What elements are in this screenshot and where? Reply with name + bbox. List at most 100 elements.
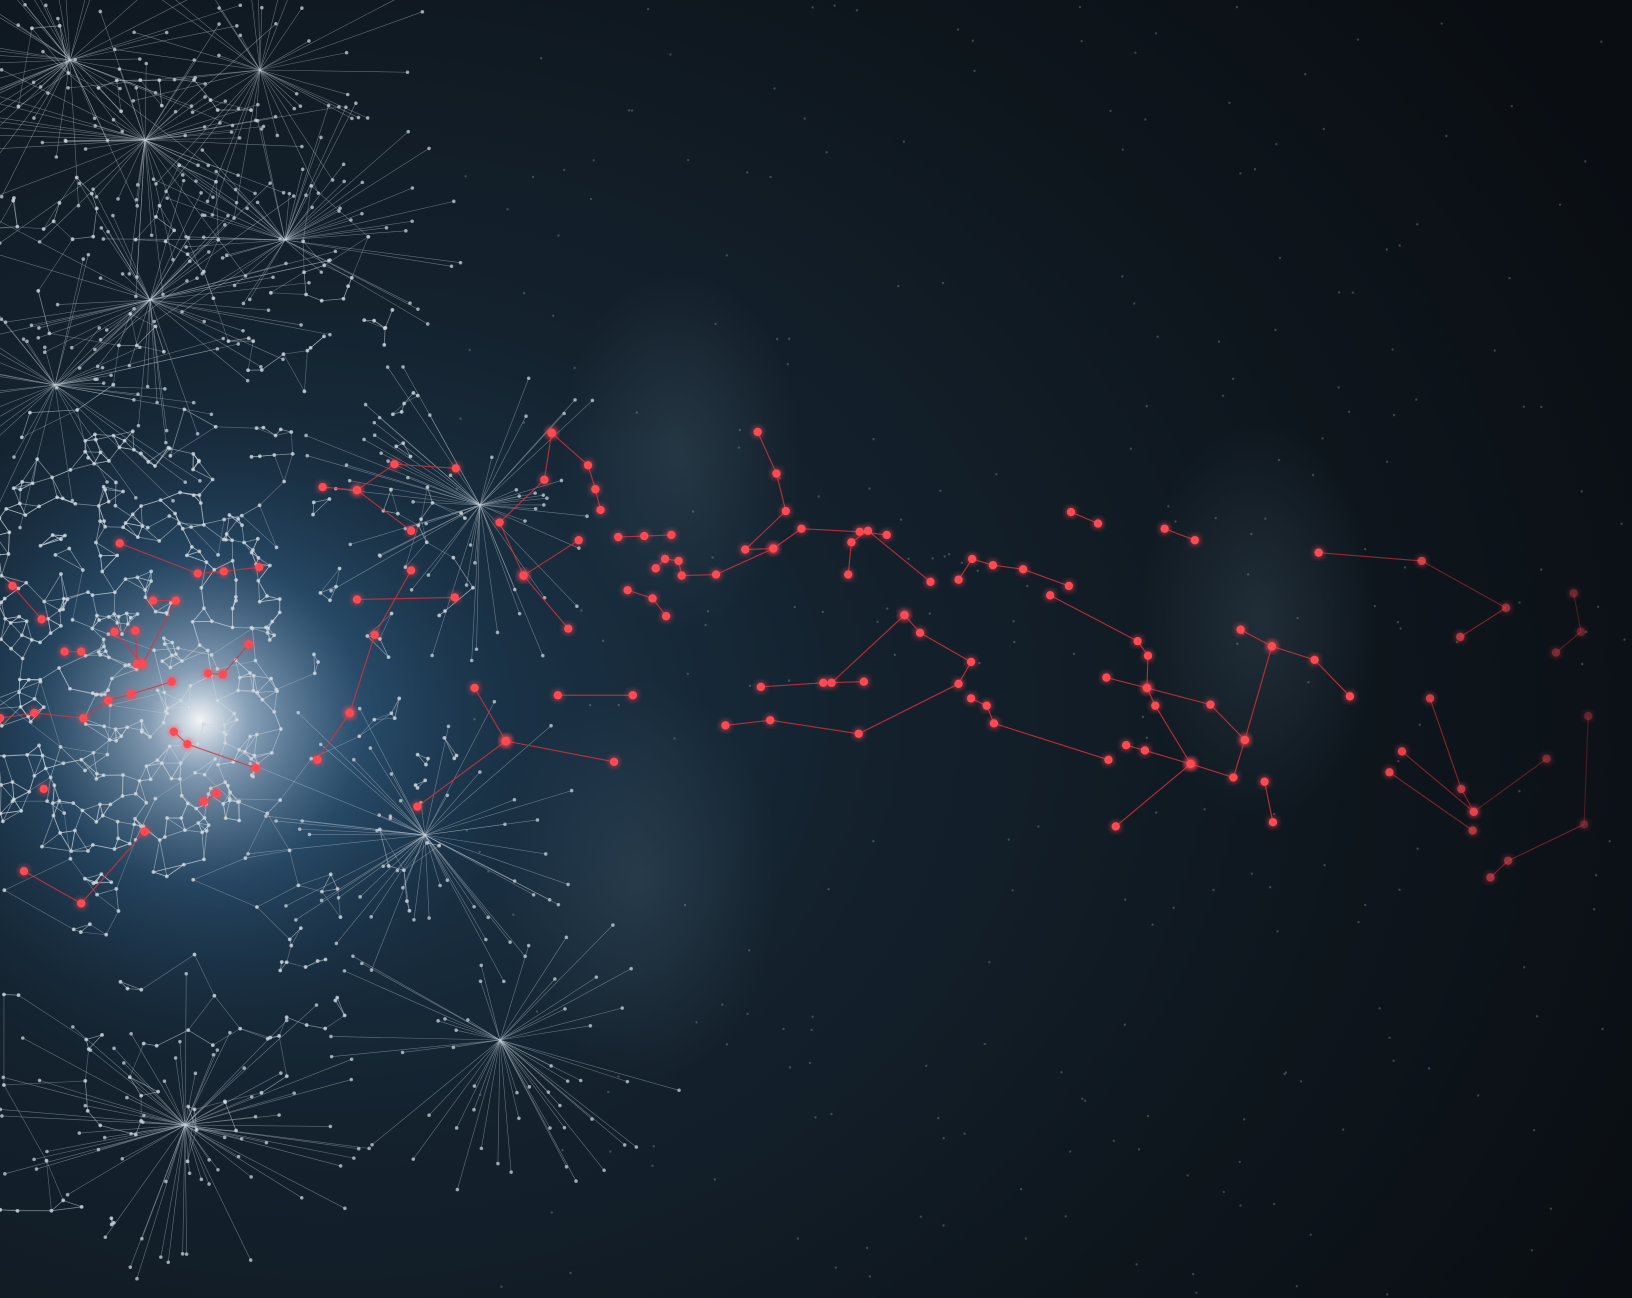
hub-ray xyxy=(380,504,481,557)
hub-ray xyxy=(54,384,108,483)
mesh-line xyxy=(88,1034,103,1050)
star xyxy=(942,1224,945,1227)
hub-node xyxy=(159,1255,163,1259)
mesh-line xyxy=(34,768,47,777)
hub-ray xyxy=(261,128,286,241)
hub-node xyxy=(164,1179,168,1184)
hub-ray xyxy=(144,135,186,141)
hub-node xyxy=(517,1116,521,1121)
mesh-node xyxy=(214,179,218,184)
hub-node xyxy=(329,1054,334,1059)
hub-node xyxy=(558,1103,562,1108)
mesh-node xyxy=(279,960,284,964)
hub-ray xyxy=(480,981,501,1041)
mesh-line xyxy=(198,822,207,832)
star xyxy=(855,9,859,12)
hub-ray xyxy=(259,69,353,119)
star xyxy=(1151,923,1154,926)
mesh-line xyxy=(203,723,224,733)
hub-node xyxy=(349,1057,354,1062)
hub-ray xyxy=(413,834,426,920)
hub-node xyxy=(281,357,285,362)
hub-node xyxy=(229,130,234,134)
hub-ray xyxy=(98,1124,186,1150)
mesh-line xyxy=(444,587,474,612)
mesh-line xyxy=(169,448,194,455)
red-node xyxy=(495,518,504,527)
hub-ray xyxy=(499,924,614,1041)
mesh-node xyxy=(425,485,430,490)
hub-node xyxy=(377,415,382,420)
mesh-node xyxy=(116,909,121,913)
mesh-line xyxy=(13,488,21,504)
red-link xyxy=(356,596,455,601)
mesh-line xyxy=(417,754,427,765)
red-link xyxy=(919,632,972,663)
red-node xyxy=(1468,826,1477,835)
hub-ray xyxy=(284,230,406,241)
hub-ray xyxy=(479,504,516,590)
hub-ray xyxy=(0,254,151,301)
hub-node xyxy=(223,223,227,227)
red-link xyxy=(1144,749,1191,765)
red-node xyxy=(966,694,976,703)
star xyxy=(706,610,710,613)
red-node xyxy=(352,486,362,495)
mesh-line xyxy=(391,698,400,714)
mesh-line xyxy=(160,492,181,501)
mesh-line xyxy=(43,221,54,230)
star xyxy=(931,557,934,560)
hub-node xyxy=(248,297,252,302)
red-node xyxy=(1267,642,1277,651)
mesh-line xyxy=(0,810,22,814)
red-link xyxy=(1460,788,1475,813)
mesh-node xyxy=(346,284,351,289)
star xyxy=(714,322,717,326)
mesh-line xyxy=(229,792,239,803)
hub-ray xyxy=(424,834,546,855)
star xyxy=(1273,1202,1276,1206)
hub-node xyxy=(347,478,352,483)
hub-node xyxy=(284,261,288,266)
mesh-line xyxy=(256,906,290,940)
mesh-line xyxy=(85,654,101,657)
red-node xyxy=(370,630,379,640)
hub-ray xyxy=(431,504,481,656)
mesh-line xyxy=(314,661,319,674)
mesh-line xyxy=(166,817,186,831)
star xyxy=(1239,1204,1242,1207)
red-link xyxy=(1318,552,1422,562)
hub-node xyxy=(3,1172,7,1176)
mesh-line xyxy=(92,844,115,850)
hub-node xyxy=(112,47,117,52)
mesh-line xyxy=(251,752,272,760)
mesh-node xyxy=(167,744,172,749)
hub-node xyxy=(341,162,346,167)
hub-node xyxy=(248,761,252,766)
hub-ray xyxy=(0,362,56,386)
mesh-node xyxy=(45,799,50,804)
mesh-line xyxy=(140,505,143,527)
hub-node xyxy=(384,225,389,230)
hub-node xyxy=(163,387,167,391)
hub-ray xyxy=(284,227,387,241)
hub-node xyxy=(134,495,138,500)
star xyxy=(1510,104,1514,108)
mesh-line xyxy=(303,265,325,273)
red-link xyxy=(499,479,545,523)
mesh-line xyxy=(235,660,241,678)
hub-node xyxy=(455,1187,460,1192)
hub-node xyxy=(486,915,491,920)
mesh-line xyxy=(187,254,205,272)
hub-ray xyxy=(71,299,151,348)
hub-ray xyxy=(226,239,286,256)
mesh-node xyxy=(252,753,257,758)
mesh-line xyxy=(203,239,219,272)
mesh-line xyxy=(20,482,33,490)
hub-ray xyxy=(144,100,226,141)
mesh-node xyxy=(165,816,169,820)
hub-node xyxy=(149,233,154,238)
mesh-line xyxy=(217,761,234,765)
star xyxy=(925,1064,928,1068)
hub-ray xyxy=(144,139,174,260)
